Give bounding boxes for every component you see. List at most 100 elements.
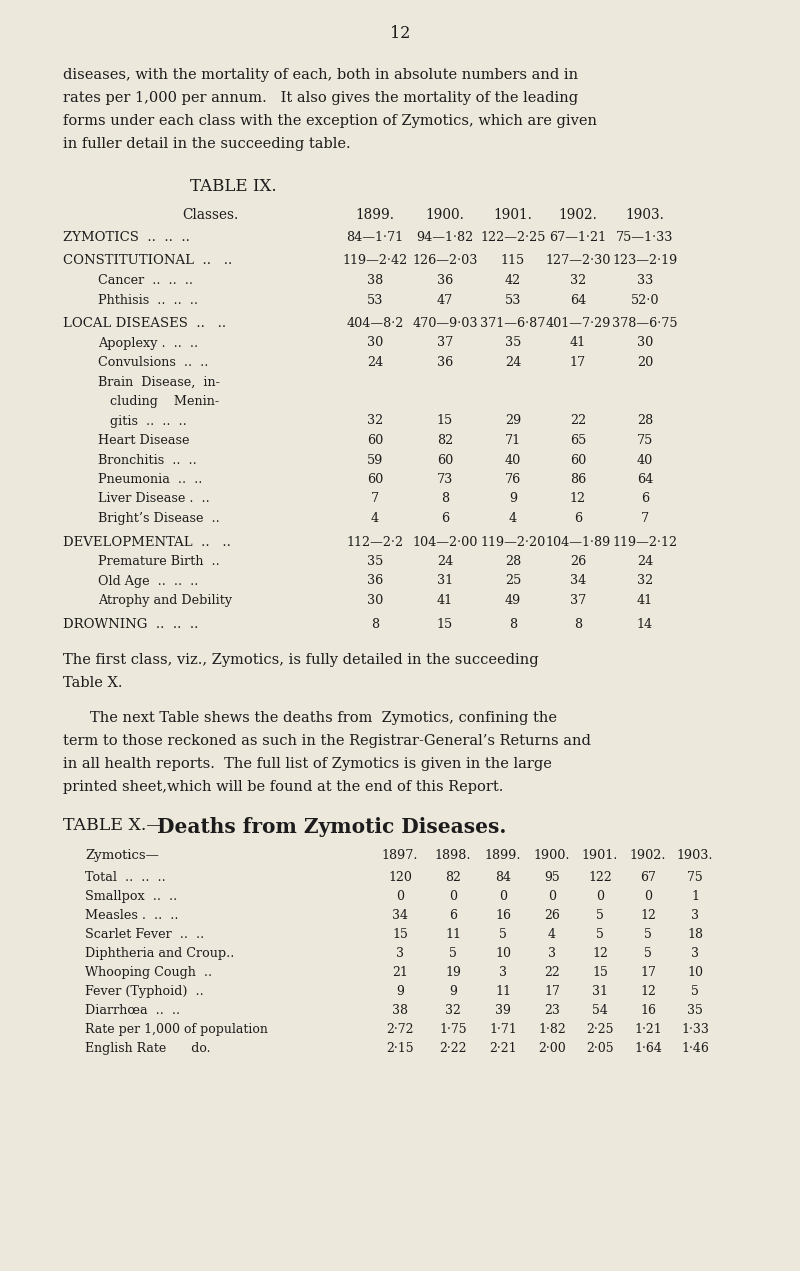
Text: 8: 8 (371, 618, 379, 630)
Text: 53: 53 (367, 294, 383, 306)
Text: forms under each class with the exception of Zymotics, which are given: forms under each class with the exceptio… (63, 114, 597, 128)
Text: 8: 8 (574, 618, 582, 630)
Text: 35: 35 (505, 337, 521, 350)
Text: 24: 24 (437, 555, 453, 568)
Text: 21: 21 (392, 966, 408, 979)
Text: 1·71: 1·71 (489, 1023, 517, 1036)
Text: 10: 10 (687, 966, 703, 979)
Text: 22: 22 (570, 414, 586, 427)
Text: diseases, with the mortality of each, both in absolute numbers and in: diseases, with the mortality of each, bo… (63, 69, 578, 83)
Text: 35: 35 (367, 555, 383, 568)
Text: 32: 32 (367, 414, 383, 427)
Text: 16: 16 (495, 909, 511, 921)
Text: 33: 33 (637, 275, 653, 287)
Text: 67—1·21: 67—1·21 (550, 231, 606, 244)
Text: 6: 6 (449, 909, 457, 921)
Text: 38: 38 (367, 275, 383, 287)
Text: 1899.: 1899. (355, 208, 394, 222)
Text: 5: 5 (596, 909, 604, 921)
Text: 122: 122 (588, 871, 612, 885)
Text: 12: 12 (640, 909, 656, 921)
Text: 9: 9 (449, 985, 457, 998)
Text: 119—2·42: 119—2·42 (342, 254, 408, 267)
Text: 2·72: 2·72 (386, 1023, 414, 1036)
Text: 24: 24 (367, 356, 383, 369)
Text: Total  ..  ..  ..: Total .. .. .. (85, 871, 166, 885)
Text: 17: 17 (544, 985, 560, 998)
Text: 2·05: 2·05 (586, 1042, 614, 1055)
Text: 0: 0 (449, 890, 457, 902)
Text: 2·25: 2·25 (586, 1023, 614, 1036)
Text: 59: 59 (367, 454, 383, 466)
Text: 60: 60 (570, 454, 586, 466)
Text: 64: 64 (570, 294, 586, 306)
Text: 37: 37 (570, 594, 586, 608)
Text: 86: 86 (570, 473, 586, 486)
Text: TABLE IX.: TABLE IX. (190, 178, 277, 194)
Text: 38: 38 (392, 1004, 408, 1017)
Text: 32: 32 (445, 1004, 461, 1017)
Text: 12: 12 (390, 25, 410, 42)
Text: Pneumonia  ..  ..: Pneumonia .. .. (98, 473, 202, 486)
Text: DROWNING  ..  ..  ..: DROWNING .. .. .. (63, 618, 198, 630)
Text: 30: 30 (367, 594, 383, 608)
Text: Brain  Disease,  in-: Brain Disease, in- (98, 375, 220, 389)
Text: 60: 60 (367, 473, 383, 486)
Text: 12: 12 (570, 492, 586, 506)
Text: 32: 32 (570, 275, 586, 287)
Text: 11: 11 (445, 928, 461, 941)
Text: 0: 0 (596, 890, 604, 902)
Text: 104—1·89: 104—1·89 (546, 535, 610, 549)
Text: 22: 22 (544, 966, 560, 979)
Text: 75: 75 (687, 871, 703, 885)
Text: 15: 15 (437, 618, 453, 630)
Text: TABLE X.—: TABLE X.— (63, 817, 164, 834)
Text: 112—2·2: 112—2·2 (346, 535, 403, 549)
Text: printed sheet,which will be found at the end of this Report.: printed sheet,which will be found at the… (63, 780, 503, 794)
Text: Deaths from Zymotic Diseases.: Deaths from Zymotic Diseases. (157, 817, 506, 838)
Text: 53: 53 (505, 294, 521, 306)
Text: 9: 9 (509, 492, 517, 506)
Text: Diarrhœa  ..  ..: Diarrhœa .. .. (85, 1004, 180, 1017)
Text: 0: 0 (644, 890, 652, 902)
Text: 1900.: 1900. (426, 208, 465, 222)
Text: 84: 84 (495, 871, 511, 885)
Text: Classes.: Classes. (182, 208, 238, 222)
Text: 7: 7 (641, 512, 649, 525)
Text: 95: 95 (544, 871, 560, 885)
Text: Fever (Typhoid)  ..: Fever (Typhoid) .. (85, 985, 204, 998)
Text: Table X.: Table X. (63, 676, 122, 690)
Text: 82: 82 (437, 433, 453, 447)
Text: 49: 49 (505, 594, 521, 608)
Text: 67: 67 (640, 871, 656, 885)
Text: 5: 5 (596, 928, 604, 941)
Text: 1903.: 1903. (626, 208, 665, 222)
Text: 3: 3 (548, 947, 556, 960)
Text: The next Table shews the deaths from  Zymotics, confining the: The next Table shews the deaths from Zym… (90, 710, 557, 724)
Text: 5: 5 (644, 947, 652, 960)
Text: 1·33: 1·33 (681, 1023, 709, 1036)
Text: 0: 0 (396, 890, 404, 902)
Text: 1898.: 1898. (434, 849, 471, 862)
Text: 41: 41 (437, 594, 453, 608)
Text: Phthisis  ..  ..  ..: Phthisis .. .. .. (98, 294, 198, 306)
Text: 40: 40 (637, 454, 653, 466)
Text: 31: 31 (437, 574, 453, 587)
Text: 5: 5 (644, 928, 652, 941)
Text: 30: 30 (367, 337, 383, 350)
Text: 15: 15 (392, 928, 408, 941)
Text: 4: 4 (371, 512, 379, 525)
Text: 29: 29 (505, 414, 521, 427)
Text: Bronchitis  ..  ..: Bronchitis .. .. (98, 454, 197, 466)
Text: Zymotics—: Zymotics— (85, 849, 159, 862)
Text: 0: 0 (548, 890, 556, 902)
Text: 5: 5 (449, 947, 457, 960)
Text: 126—2·03: 126—2·03 (412, 254, 478, 267)
Text: 6: 6 (574, 512, 582, 525)
Text: Old Age  ..  ..  ..: Old Age .. .. .. (98, 574, 198, 587)
Text: 52·0: 52·0 (630, 294, 659, 306)
Text: Diphtheria and Croup..: Diphtheria and Croup.. (85, 947, 234, 960)
Text: 41: 41 (637, 594, 653, 608)
Text: 36: 36 (367, 574, 383, 587)
Text: 76: 76 (505, 473, 521, 486)
